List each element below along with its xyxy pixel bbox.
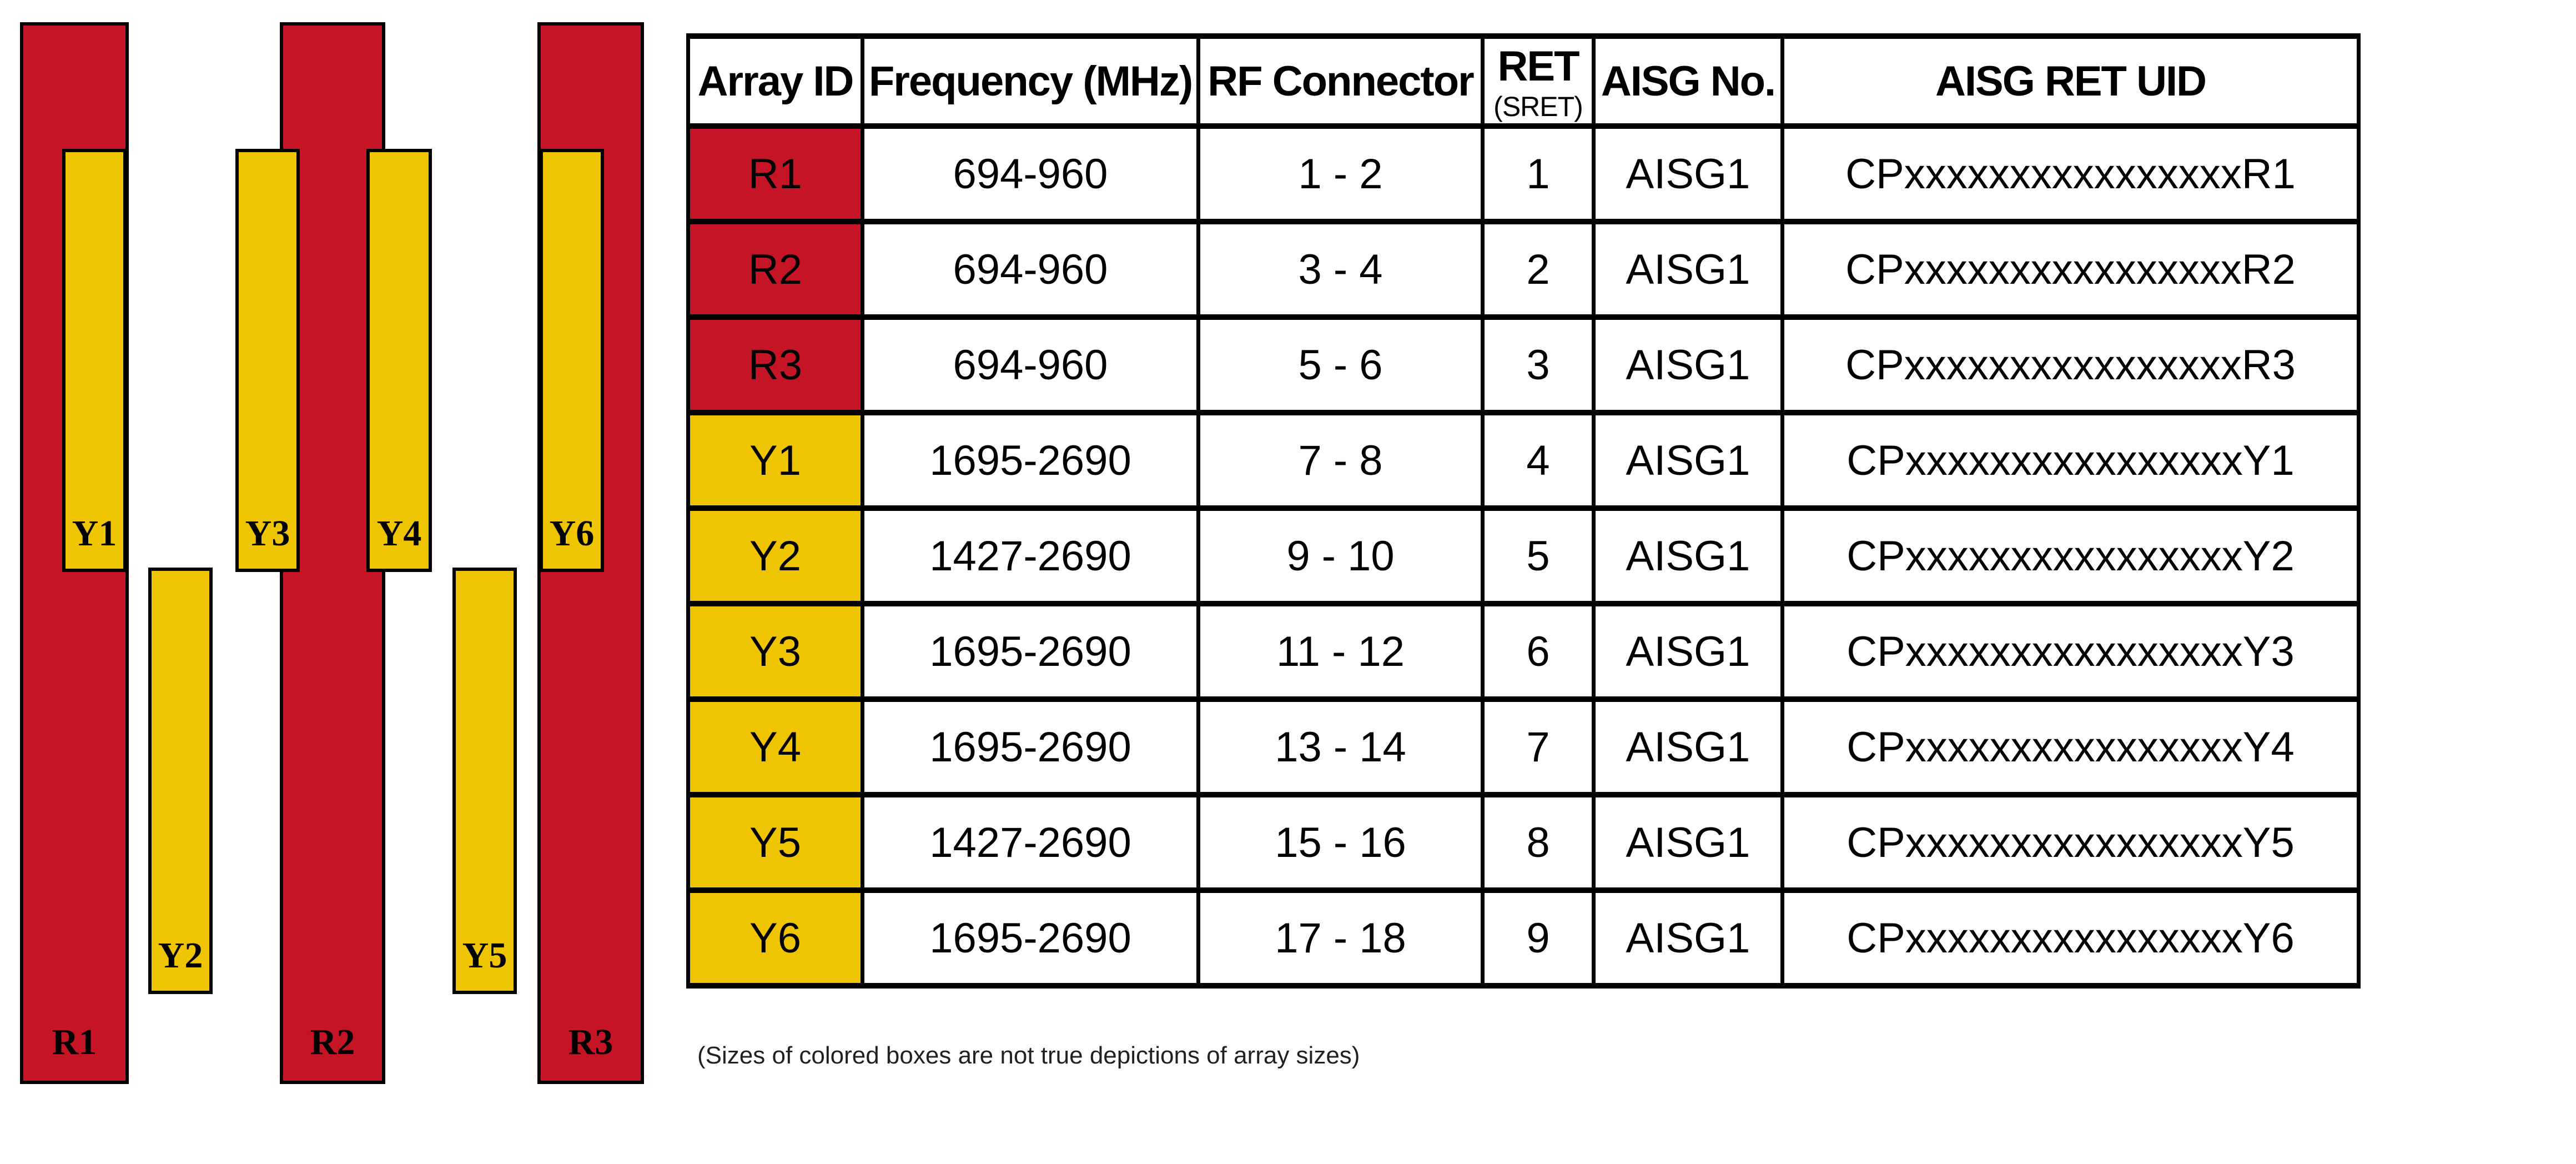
ret-cell: 2 <box>1481 219 1596 320</box>
frequency-cell: 694-960 <box>861 123 1200 224</box>
header-rf-connector: RF Connector <box>1196 33 1485 129</box>
table-row: Y4 1695-2690 13 - 14 7 AISG1 CPxxxxxxxxx… <box>686 696 2361 797</box>
array-bar-y2-label: Y2 <box>158 935 203 976</box>
table-row: R1 694-960 1 - 2 1 AISG1 CPxxxxxxxxxxxxx… <box>686 123 2361 224</box>
aisg-ret-uid-cell: CPxxxxxxxxxxxxxxxxY1 <box>1780 410 2361 511</box>
ret-cell: 7 <box>1481 696 1596 797</box>
array-bar-r2-label: R2 <box>310 1022 355 1062</box>
ret-cell: 5 <box>1481 505 1596 606</box>
array-id-cell: Y1 <box>686 410 864 511</box>
aisg-no-cell: AISG1 <box>1592 123 1784 224</box>
rf-connector-cell: 5 - 6 <box>1196 314 1485 415</box>
ret-cell: 8 <box>1481 792 1596 893</box>
array-bar-y2: Y2 <box>148 568 213 994</box>
aisg-no-cell: AISG1 <box>1592 505 1784 606</box>
array-id-cell: R1 <box>686 123 864 224</box>
aisg-no-cell: AISG1 <box>1592 696 1784 797</box>
rf-connector-cell: 9 - 10 <box>1196 505 1485 606</box>
frequency-cell: 1695-2690 <box>861 410 1200 511</box>
aisg-ret-uid-cell: CPxxxxxxxxxxxxxxxxR2 <box>1780 219 2361 320</box>
ret-cell: 3 <box>1481 314 1596 415</box>
array-bar-y3-label: Y3 <box>245 513 290 554</box>
antenna-array-figure: R1 R2 R3 Y1 Y3 Y4 Y6 Y2 Y5 <box>0 0 686 1164</box>
aisg-ret-uid-cell: CPxxxxxxxxxxxxxxxxY2 <box>1780 505 2361 606</box>
aisg-ret-uid-cell: CPxxxxxxxxxxxxxxxxR3 <box>1780 314 2361 415</box>
header-ret-main: RET <box>1497 43 1580 90</box>
array-bar-r3-label: R3 <box>568 1022 613 1062</box>
table-body: R1 694-960 1 - 2 1 AISG1 CPxxxxxxxxxxxxx… <box>686 123 2361 989</box>
aisg-no-cell: AISG1 <box>1592 887 1784 989</box>
table-row: Y3 1695-2690 11 - 12 6 AISG1 CPxxxxxxxxx… <box>686 601 2361 702</box>
array-id-cell: R2 <box>686 219 864 320</box>
array-id-cell: R3 <box>686 314 864 415</box>
array-id-cell: Y3 <box>686 601 864 702</box>
aisg-no-cell: AISG1 <box>1592 410 1784 511</box>
rf-connector-cell: 3 - 4 <box>1196 219 1485 320</box>
array-bar-y3: Y3 <box>235 149 300 572</box>
rf-connector-cell: 13 - 14 <box>1196 696 1485 797</box>
frequency-cell: 1695-2690 <box>861 696 1200 797</box>
header-ret-sub: (SRET) <box>1493 91 1583 122</box>
figure-note: (Sizes of colored boxes are not true dep… <box>697 1042 1360 1069</box>
aisg-ret-uid-cell: CPxxxxxxxxxxxxxxxxY3 <box>1780 601 2361 702</box>
header-array-id: Array ID <box>686 33 864 129</box>
rf-connector-cell: 1 - 2 <box>1196 123 1485 224</box>
aisg-no-cell: AISG1 <box>1592 219 1784 320</box>
table-row: R3 694-960 5 - 6 3 AISG1 CPxxxxxxxxxxxxx… <box>686 314 2361 415</box>
table-row: Y1 1695-2690 7 - 8 4 AISG1 CPxxxxxxxxxxx… <box>686 410 2361 511</box>
rf-connector-cell: 11 - 12 <box>1196 601 1485 702</box>
frequency-cell: 1695-2690 <box>861 601 1200 702</box>
array-bar-y5: Y5 <box>452 568 517 994</box>
header-frequency: Frequency (MHz) <box>861 33 1200 129</box>
aisg-ret-uid-cell: CPxxxxxxxxxxxxxxxxY6 <box>1780 887 2361 989</box>
array-bar-y6-label: Y6 <box>549 513 595 554</box>
table-row: Y6 1695-2690 17 - 18 9 AISG1 CPxxxxxxxxx… <box>686 887 2361 989</box>
frequency-cell: 1427-2690 <box>861 792 1200 893</box>
frequency-cell: 1695-2690 <box>861 887 1200 989</box>
ret-cell: 9 <box>1481 887 1596 989</box>
table-row: Y2 1427-2690 9 - 10 5 AISG1 CPxxxxxxxxxx… <box>686 505 2361 606</box>
array-bar-y1-label: Y1 <box>72 513 117 554</box>
table-row: Y5 1427-2690 15 - 16 8 AISG1 CPxxxxxxxxx… <box>686 792 2361 893</box>
header-aisg-no: AISG No. <box>1592 33 1784 129</box>
aisg-no-cell: AISG1 <box>1592 601 1784 702</box>
rf-connector-cell: 7 - 8 <box>1196 410 1485 511</box>
array-spec-table: Array ID Frequency (MHz) RF Connector RE… <box>686 33 2361 989</box>
aisg-no-cell: AISG1 <box>1592 314 1784 415</box>
rf-connector-cell: 17 - 18 <box>1196 887 1485 989</box>
rf-connector-cell: 15 - 16 <box>1196 792 1485 893</box>
array-bar-y6: Y6 <box>540 149 604 572</box>
aisg-ret-uid-cell: CPxxxxxxxxxxxxxxxxY4 <box>1780 696 2361 797</box>
ret-cell: 1 <box>1481 123 1596 224</box>
array-bar-y4-label: Y4 <box>376 513 422 554</box>
array-bar-y1: Y1 <box>62 149 127 572</box>
ret-cell: 6 <box>1481 601 1596 702</box>
header-ret: RET (SRET) <box>1481 33 1596 129</box>
aisg-ret-uid-cell: CPxxxxxxxxxxxxxxxxR1 <box>1780 123 2361 224</box>
frequency-cell: 1427-2690 <box>861 505 1200 606</box>
array-bar-y5-label: Y5 <box>462 935 507 976</box>
frequency-cell: 694-960 <box>861 314 1200 415</box>
array-id-cell: Y6 <box>686 887 864 989</box>
array-id-cell: Y5 <box>686 792 864 893</box>
header-aisg-ret-uid: AISG RET UID <box>1780 33 2361 129</box>
table-row: R2 694-960 3 - 4 2 AISG1 CPxxxxxxxxxxxxx… <box>686 219 2361 320</box>
array-id-cell: Y2 <box>686 505 864 606</box>
frequency-cell: 694-960 <box>861 219 1200 320</box>
table-header-row: Array ID Frequency (MHz) RF Connector RE… <box>686 33 2361 129</box>
ret-cell: 4 <box>1481 410 1596 511</box>
array-bar-y4: Y4 <box>366 149 432 572</box>
aisg-ret-uid-cell: CPxxxxxxxxxxxxxxxxY5 <box>1780 792 2361 893</box>
aisg-no-cell: AISG1 <box>1592 792 1784 893</box>
array-bar-r1-label: R1 <box>52 1022 97 1062</box>
array-id-cell: Y4 <box>686 696 864 797</box>
